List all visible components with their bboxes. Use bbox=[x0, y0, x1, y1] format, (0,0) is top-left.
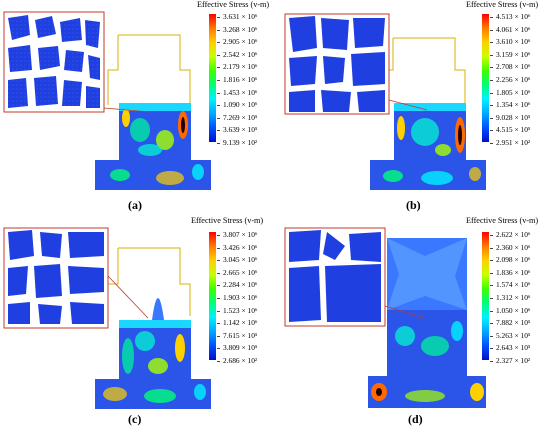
tick-label: 1.903 × 10⁶ bbox=[216, 293, 258, 302]
tick-label: 2.327 × 10² bbox=[489, 356, 531, 365]
tick-label: 2.284 × 10⁶ bbox=[216, 280, 258, 290]
tick-label: 3.426 × 10⁶ bbox=[216, 242, 258, 252]
colorbar bbox=[482, 14, 489, 142]
panel-label: (a) bbox=[128, 198, 142, 212]
simulation-view-d bbox=[284, 227, 486, 408]
panel-d: Effective Stress (v-m) 2.622 × 10⁶ 2.360… bbox=[275, 216, 550, 432]
tick-label: 3.045 × 10⁶ bbox=[216, 255, 258, 265]
tick-label: 2.951 × 10² bbox=[489, 138, 531, 147]
tick-label: 2.643 × 10⁵ bbox=[489, 343, 531, 353]
legend-title: Effective Stress (v-m) bbox=[197, 0, 270, 9]
tick-label: 1.354 × 10⁶ bbox=[489, 100, 531, 110]
tick-label: 4.513 × 10⁶ bbox=[489, 12, 531, 21]
tick-label: 2.708 × 10⁶ bbox=[489, 62, 531, 72]
tick-label: 1.805 × 10⁶ bbox=[489, 87, 531, 97]
tick-label: 1.523 × 10⁶ bbox=[216, 305, 258, 315]
panel-a: Effective Stress (v-m) 3.631 × 10⁶ 3.268… bbox=[0, 0, 275, 216]
tick-label: 1.312 × 10⁶ bbox=[489, 293, 531, 302]
tick-label: 1.090 × 10⁶ bbox=[216, 100, 258, 110]
legend-title: Effective Stress (v-m) bbox=[191, 216, 264, 225]
panel-c: Effective Stress (v-m) 3.807 × 10⁶ 3.426… bbox=[0, 216, 275, 432]
panel-label: (b) bbox=[406, 198, 421, 212]
tick-label: 7.615 × 10⁵ bbox=[216, 330, 258, 340]
tick-label: 3.807 × 10⁶ bbox=[216, 230, 258, 239]
simulation-view-b bbox=[284, 13, 486, 190]
tick-label: 3.631 × 10⁶ bbox=[216, 12, 258, 21]
tick-label: 5.263 × 10⁵ bbox=[489, 330, 531, 340]
tick-label: 2.665 × 10⁶ bbox=[216, 267, 258, 277]
legend-title: Effective Stress (v-m) bbox=[466, 0, 539, 9]
tick-label: 2.256 × 10⁶ bbox=[489, 75, 531, 84]
legend-title: Effective Stress (v-m) bbox=[466, 216, 539, 225]
tick-label: 1.574 × 10⁶ bbox=[489, 280, 531, 290]
tick-label: 2.360 × 10⁶ bbox=[489, 242, 531, 252]
tick-label: 4.515 × 10⁵ bbox=[489, 125, 531, 135]
tick-label: 2.098 × 10⁶ bbox=[489, 255, 531, 265]
simulation-view-c bbox=[3, 227, 211, 409]
tick-label: 3.639 × 10⁵ bbox=[216, 125, 258, 135]
tick-label: 1.142 × 10⁶ bbox=[216, 318, 258, 328]
colorbar bbox=[209, 232, 216, 360]
tick-label: 2.179 × 10⁶ bbox=[216, 62, 258, 72]
tick-label: 1.453 × 10⁶ bbox=[216, 87, 258, 97]
tick-label: 3.610 × 10⁶ bbox=[489, 37, 531, 47]
colorbar bbox=[482, 232, 489, 360]
tick-label: 3.809 × 10⁵ bbox=[216, 343, 258, 353]
tick-label: 1.050 × 10⁶ bbox=[489, 305, 531, 315]
tick-label: 2.686 × 10² bbox=[216, 356, 258, 365]
panel-label: (c) bbox=[128, 412, 142, 426]
tick-label: 9.028 × 10⁵ bbox=[489, 112, 531, 122]
colorbar bbox=[209, 14, 216, 142]
tick-label: 7.882 × 10⁵ bbox=[489, 318, 531, 328]
panel-b: Effective Stress (v-m) 4.513 × 10⁶ 4.061… bbox=[275, 0, 550, 216]
tick-label: 3.159 × 10⁶ bbox=[489, 49, 531, 59]
tick-label: 1.836 × 10⁶ bbox=[489, 267, 531, 277]
simulation-view-a bbox=[3, 11, 211, 190]
panel-label: (d) bbox=[408, 412, 423, 426]
tick-label: 1.816 × 10⁶ bbox=[216, 75, 258, 84]
tick-label: 4.061 × 10⁶ bbox=[489, 24, 531, 34]
tick-label: 2.542 × 10⁶ bbox=[216, 49, 258, 59]
tick-label: 2.905 × 10⁶ bbox=[216, 37, 258, 47]
tick-label: 9.139 × 10² bbox=[216, 138, 258, 147]
tick-label: 2.622 × 10⁶ bbox=[489, 230, 531, 239]
tick-label: 3.268 × 10⁶ bbox=[216, 24, 258, 34]
tick-label: 7.269 × 10⁵ bbox=[216, 112, 258, 122]
